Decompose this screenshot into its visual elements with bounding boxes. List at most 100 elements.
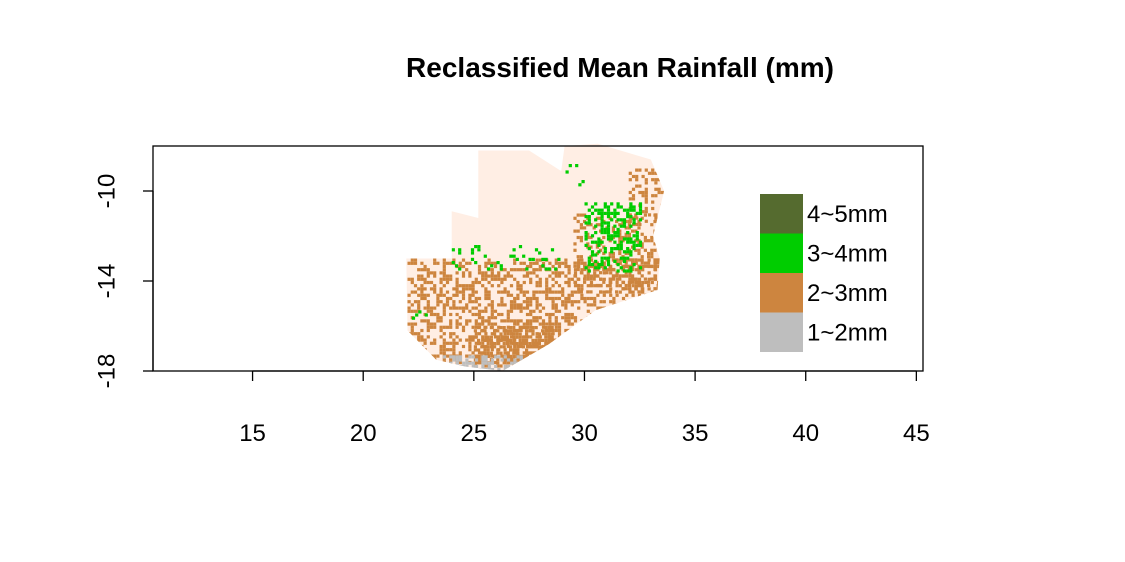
raster-cell (609, 271, 613, 275)
raster-cell (644, 293, 648, 297)
raster-cell (462, 361, 466, 365)
raster-cell (477, 342, 481, 346)
raster-cell (525, 267, 529, 271)
raster-cell (516, 357, 520, 361)
raster-cell (487, 258, 491, 262)
raster-cell (506, 293, 510, 297)
raster-cell (644, 187, 648, 191)
raster-cell (407, 332, 411, 336)
raster-cell (468, 261, 472, 265)
raster-cell (513, 361, 517, 365)
raster-cell (618, 229, 622, 233)
raster-cell (506, 360, 510, 365)
raster-cell (484, 319, 488, 323)
raster-cell (653, 312, 658, 317)
raster-cell (624, 287, 628, 291)
raster-cell (420, 357, 424, 361)
raster-cell (600, 215, 604, 219)
raster-cell (584, 221, 588, 225)
raster-cell (594, 259, 598, 263)
raster-cell (548, 287, 552, 291)
raster-cell (580, 351, 584, 355)
raster-cell (436, 293, 440, 297)
raster-cell (531, 351, 535, 355)
raster-cell (608, 267, 612, 272)
raster-cell (493, 332, 497, 336)
raster-cell (513, 319, 517, 323)
raster-cell (503, 268, 507, 272)
raster-cell (557, 271, 562, 275)
raster-cell (423, 277, 427, 281)
raster-cell (442, 338, 446, 342)
raster-cell (521, 326, 525, 330)
x-tick-label: 40 (792, 420, 819, 447)
raster-cell (590, 211, 595, 215)
raster-cell (637, 226, 641, 230)
raster-cell (513, 300, 517, 304)
raster-cell (610, 234, 614, 238)
raster-cell (599, 344, 603, 349)
raster-cell (426, 271, 430, 275)
raster-cell (599, 306, 603, 310)
raster-cell (590, 205, 595, 209)
raster-cell (638, 222, 642, 227)
raster-cell (470, 257, 475, 261)
raster-cell (586, 274, 590, 278)
raster-cell (573, 290, 578, 294)
raster-cell (595, 216, 599, 220)
raster-cell (650, 303, 654, 307)
raster-cell (522, 322, 526, 326)
raster-cell (580, 287, 584, 291)
raster-cell (461, 328, 466, 333)
raster-cell (525, 360, 530, 365)
raster-cell (573, 248, 577, 252)
raster-cell (632, 208, 636, 212)
raster-cell (420, 351, 424, 355)
raster-cell (657, 322, 661, 326)
raster-cell (653, 267, 657, 272)
raster-cell (654, 178, 658, 182)
raster-cell (612, 325, 616, 329)
raster-cell (503, 319, 507, 323)
raster-cell (570, 341, 574, 345)
raster-cell (509, 329, 513, 333)
raster-cell (631, 197, 636, 201)
raster-cell (616, 247, 620, 251)
raster-cell (634, 280, 638, 284)
raster-cell (621, 287, 625, 291)
raster-cell (420, 319, 424, 323)
raster-cell (647, 213, 652, 217)
raster-cell (490, 277, 494, 281)
raster-cell (426, 309, 430, 313)
raster-cell (442, 357, 446, 361)
raster-cell (637, 293, 642, 297)
raster-cell (608, 280, 612, 284)
raster-cell (624, 258, 628, 262)
raster-cell (606, 259, 611, 263)
raster-cell (486, 351, 490, 355)
raster-cell (439, 280, 443, 285)
country-background (406, 143, 665, 371)
raster-cell (445, 303, 450, 307)
raster-cell (502, 342, 506, 346)
raster-cell (599, 277, 603, 281)
raster-cell (474, 261, 478, 265)
raster-cell (583, 325, 587, 329)
raster-cell (513, 268, 517, 272)
raster-cell (615, 280, 619, 285)
raster-cell (577, 341, 581, 345)
raster-cell (465, 322, 469, 326)
raster-cell (589, 223, 593, 227)
raster-cell (426, 303, 430, 307)
raster-cell (653, 332, 658, 336)
raster-cell (551, 300, 555, 304)
raster-cell (600, 224, 604, 228)
raster-cell (635, 211, 639, 215)
raster-cell (461, 296, 466, 301)
raster-cell (659, 248, 663, 252)
raster-cell (580, 319, 584, 323)
raster-cell (436, 303, 440, 307)
raster-cell (410, 344, 414, 349)
raster-cell (622, 218, 627, 222)
raster-cell (660, 210, 664, 214)
